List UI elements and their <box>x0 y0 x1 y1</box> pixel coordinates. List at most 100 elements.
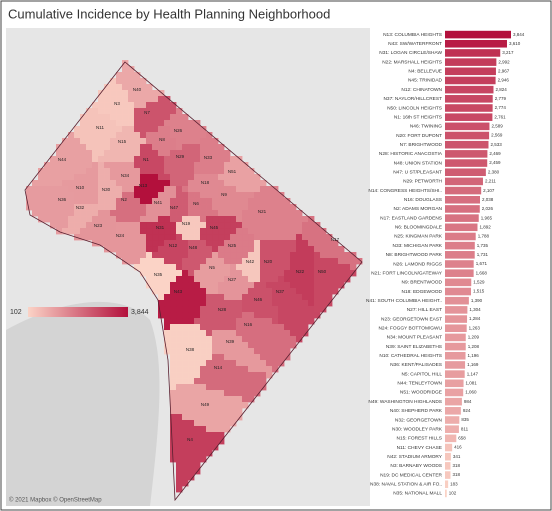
region-cell <box>199 269 207 277</box>
region-cell <box>223 383 231 391</box>
region-cell <box>169 233 177 241</box>
region-cell <box>271 305 279 313</box>
region-cell <box>121 155 129 163</box>
category-label: N5: CAPITOL HILL <box>401 371 442 377</box>
region-cell <box>205 299 213 307</box>
region-cell <box>103 113 111 121</box>
value-label: 2,533 <box>490 142 502 147</box>
region-cell <box>229 287 237 295</box>
region-cell <box>79 155 87 163</box>
region-cell <box>121 125 129 133</box>
value-label: 1,284 <box>469 316 481 321</box>
region-cell <box>217 401 225 409</box>
region-cell <box>193 371 201 379</box>
region-cell <box>181 317 189 325</box>
region-cell <box>229 263 237 271</box>
region-cell <box>121 185 129 193</box>
region-cell <box>313 275 321 283</box>
region-cell <box>133 245 141 253</box>
region-cell <box>61 209 69 217</box>
region-cell <box>175 389 183 397</box>
bar <box>445 416 460 424</box>
region-cell <box>103 227 111 235</box>
region-cell <box>157 107 165 115</box>
region-cell <box>31 179 39 187</box>
region-cell <box>205 395 213 403</box>
region-cell <box>223 353 231 361</box>
region-cell <box>307 245 315 253</box>
region-cell <box>259 191 267 199</box>
region-cell <box>217 221 225 229</box>
region-cell <box>133 167 141 175</box>
region-cell <box>319 251 327 259</box>
region-cell <box>331 287 339 295</box>
region-cell <box>133 251 141 259</box>
region-cell <box>229 227 237 235</box>
region-label: N40 <box>133 87 142 92</box>
region-cell <box>223 251 231 259</box>
region-cell <box>175 485 183 493</box>
region-cell <box>223 323 231 331</box>
region-cell <box>223 281 231 289</box>
region-cell <box>247 311 255 319</box>
region-cell <box>235 317 243 325</box>
region-cell <box>181 323 189 331</box>
region-cell <box>61 215 69 223</box>
region-cell <box>217 233 225 241</box>
region-cell <box>187 131 195 139</box>
region-cell <box>205 389 213 397</box>
region-cell <box>235 179 243 187</box>
region-cell <box>103 173 111 181</box>
region-cell <box>127 161 135 169</box>
region-cell <box>253 281 261 289</box>
region-cell <box>283 305 291 313</box>
region-cell <box>247 329 255 337</box>
region-cell <box>307 263 315 271</box>
region-cell <box>187 299 195 307</box>
region-cell <box>241 299 249 307</box>
region-cell <box>295 311 303 319</box>
region-cell <box>241 239 249 247</box>
region-cell <box>337 263 345 271</box>
region-cell <box>169 263 177 271</box>
region-cell <box>211 269 219 277</box>
region-cell <box>139 227 147 235</box>
category-label: N9: BRENTWOOD <box>401 280 442 286</box>
bar <box>445 168 486 177</box>
region-cell <box>199 365 207 373</box>
region-cell <box>127 95 135 103</box>
bar <box>445 443 453 452</box>
region-cell <box>217 353 225 361</box>
region-cell <box>181 209 189 217</box>
region-cell <box>217 347 225 355</box>
region-cell <box>199 173 207 181</box>
region-cell <box>91 203 99 211</box>
region-cell <box>55 179 63 187</box>
region-cell <box>283 221 291 229</box>
region-cell <box>247 209 255 217</box>
region-cell <box>265 359 273 367</box>
region-cell <box>97 227 105 235</box>
region-cell <box>235 245 243 253</box>
region-cell <box>223 197 231 205</box>
region-cell <box>295 251 303 259</box>
region-cell <box>277 353 285 361</box>
region-cell <box>265 329 273 337</box>
region-cell <box>253 377 261 385</box>
region-cell <box>169 359 177 367</box>
region-cell <box>217 383 225 391</box>
region-cell <box>205 365 213 373</box>
region-cell <box>295 299 303 307</box>
region-cell <box>199 281 207 289</box>
region-cell <box>151 281 159 289</box>
region-cell <box>313 233 321 241</box>
region-cell <box>325 275 333 283</box>
region-cell <box>73 215 81 223</box>
region-cell <box>211 389 219 397</box>
region-cell <box>163 137 171 145</box>
region-cell <box>181 257 189 265</box>
region-cell <box>277 197 285 205</box>
legend-max: 3,844 <box>131 309 149 316</box>
region-cell <box>241 233 249 241</box>
